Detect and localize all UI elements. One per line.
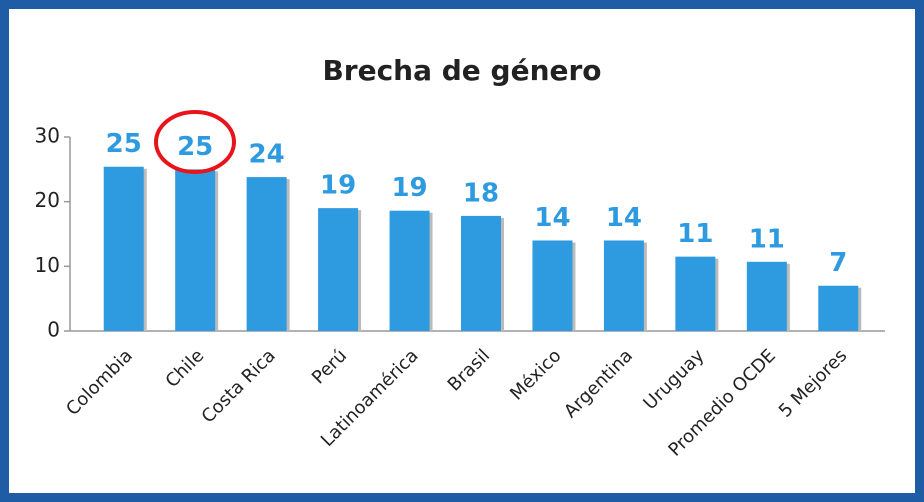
- bar: [818, 285, 859, 331]
- data-label: 14: [606, 203, 642, 233]
- bar: [175, 169, 216, 331]
- highlight-circle: [154, 110, 236, 174]
- data-label: 25: [106, 129, 142, 159]
- data-label: 18: [463, 178, 499, 208]
- bar: [103, 166, 144, 331]
- x-tick-label: Costa Rica: [198, 345, 280, 427]
- x-tick-label: México: [506, 345, 565, 404]
- x-tick-label: Chile: [162, 345, 209, 392]
- bar: [461, 215, 501, 331]
- data-label: 19: [391, 173, 427, 203]
- data-label: 7: [829, 248, 847, 278]
- x-tick-label: 5 Mejores: [775, 345, 852, 422]
- y-tick-label: 0: [47, 318, 60, 342]
- data-label: 25: [177, 132, 213, 162]
- bar: [603, 240, 644, 331]
- x-tick-label: Argentina: [560, 345, 637, 422]
- bar: [318, 208, 359, 331]
- x-tick-label: Colombia: [62, 345, 137, 420]
- bar: [532, 240, 573, 331]
- data-label: 19: [320, 171, 356, 201]
- data-label: 11: [677, 219, 713, 249]
- x-tick-label: Uruguay: [639, 345, 708, 414]
- y-tick-label: 20: [35, 188, 60, 212]
- data-label: 24: [249, 140, 285, 170]
- chart-title: Brecha de género: [322, 54, 601, 87]
- x-tick-label: Brasil: [444, 345, 494, 395]
- bar: [389, 210, 430, 331]
- bar: [746, 261, 787, 331]
- bar: [675, 256, 716, 331]
- data-label: 11: [749, 224, 785, 254]
- x-tick-label: Perú: [308, 345, 351, 388]
- bar: [246, 177, 287, 331]
- y-tick-label: 30: [35, 124, 60, 148]
- y-tick-label: 10: [35, 253, 60, 277]
- data-label: 14: [534, 203, 570, 233]
